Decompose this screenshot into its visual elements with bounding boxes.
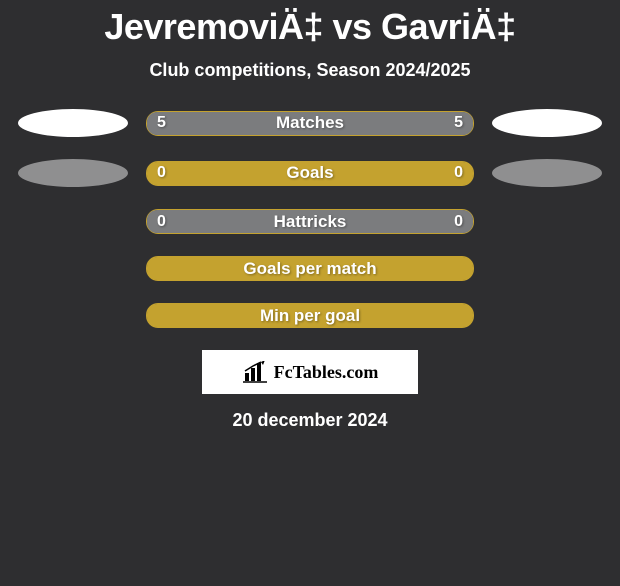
stat-bar: 0 0 Hattricks — [146, 209, 474, 234]
player-marker-left — [18, 109, 128, 137]
stat-bar: 5 5 Matches — [146, 111, 474, 136]
stat-value-right: 5 — [454, 114, 463, 132]
player-marker-right — [492, 109, 602, 137]
stat-value-right: 0 — [454, 213, 463, 231]
stat-row: Min per goal — [0, 303, 620, 328]
stat-label: Goals per match — [243, 259, 376, 279]
player-marker-right — [492, 159, 602, 187]
stat-value-right: 0 — [454, 164, 463, 182]
stat-bar: 0 0 Goals — [146, 161, 474, 186]
page-title: JevremoviÄ‡ vs GavriÄ‡ — [0, 6, 620, 48]
stat-label: Matches — [276, 113, 344, 133]
player-marker-left — [18, 159, 128, 187]
stat-bar: Min per goal — [146, 303, 474, 328]
stat-row: 0 0 Hattricks — [0, 209, 620, 234]
stat-label: Min per goal — [260, 306, 360, 326]
stat-row: 0 0 Goals — [0, 159, 620, 187]
stat-value-left: 0 — [157, 213, 166, 231]
stat-value-left: 0 — [157, 164, 166, 182]
stat-label: Goals — [286, 163, 333, 183]
brand-box: FcTables.com — [202, 350, 418, 394]
stats-chart: 5 5 Matches 0 0 Goals 0 0 Hattricks Goals per mat… — [0, 109, 620, 328]
date-text: 20 december 2024 — [0, 410, 620, 431]
stat-label: Hattricks — [274, 212, 347, 232]
stat-row: 5 5 Matches — [0, 109, 620, 137]
bar-chart-icon — [242, 361, 268, 383]
brand-text: FcTables.com — [274, 362, 379, 383]
page-subtitle: Club competitions, Season 2024/2025 — [0, 60, 620, 81]
stat-row: Goals per match — [0, 256, 620, 281]
stat-bar: Goals per match — [146, 256, 474, 281]
stat-value-left: 5 — [157, 114, 166, 132]
